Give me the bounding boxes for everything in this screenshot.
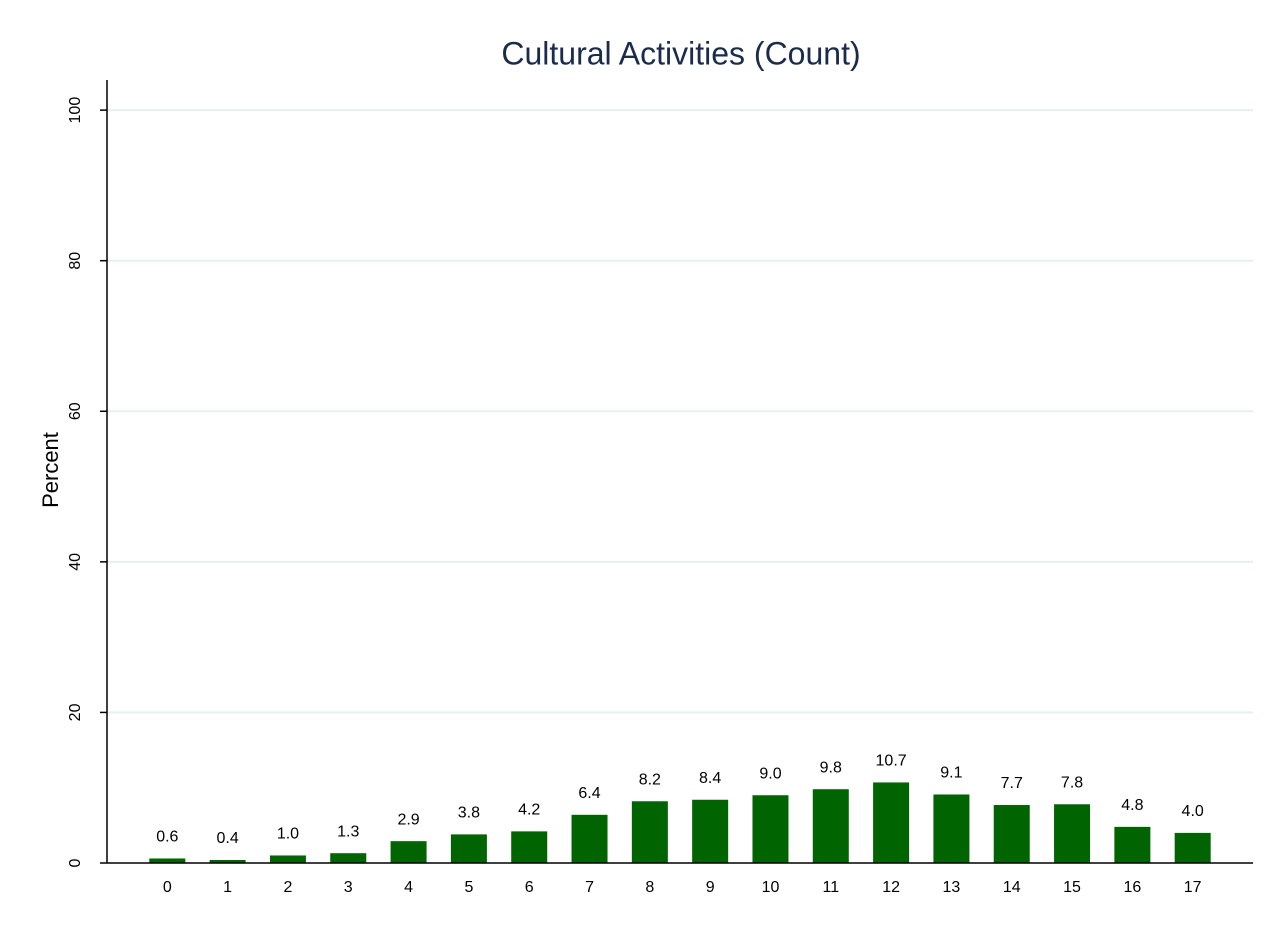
value-label: 7.8 bbox=[1061, 774, 1083, 791]
x-tick-label: 0 bbox=[163, 879, 172, 896]
x-tick-label: 13 bbox=[943, 879, 961, 896]
value-label: 9.1 bbox=[940, 765, 962, 782]
x-tick-label: 11 bbox=[822, 879, 839, 896]
x-tick-label: 12 bbox=[882, 879, 900, 896]
x-tick-label: 10 bbox=[762, 879, 780, 896]
bar bbox=[571, 814, 608, 863]
x-tick-label: 5 bbox=[464, 879, 473, 896]
bar bbox=[993, 805, 1030, 863]
x-tick-label: 3 bbox=[344, 879, 353, 896]
x-tick-label: 4 bbox=[404, 879, 413, 896]
bar bbox=[1114, 826, 1151, 863]
bar bbox=[873, 782, 910, 863]
bar bbox=[752, 795, 789, 863]
y-axis-title: Percent bbox=[38, 432, 63, 508]
value-label: 8.2 bbox=[639, 771, 661, 788]
value-label: 4.8 bbox=[1121, 797, 1143, 814]
value-label: 10.7 bbox=[876, 753, 907, 770]
x-tick-label: 6 bbox=[525, 879, 534, 896]
x-tick-label: 16 bbox=[1123, 879, 1141, 896]
x-tick-label: 7 bbox=[585, 879, 594, 896]
x-tick-label: 8 bbox=[645, 879, 654, 896]
y-tick-label: 0 bbox=[67, 858, 84, 867]
y-tick-label: 100 bbox=[67, 97, 84, 124]
bar bbox=[450, 834, 487, 863]
value-label: 4.2 bbox=[518, 802, 540, 819]
x-tick-label: 2 bbox=[283, 879, 292, 896]
bar bbox=[330, 853, 367, 863]
value-label: 1.3 bbox=[337, 823, 359, 840]
x-tick-label: 17 bbox=[1184, 879, 1202, 896]
y-tick-label: 60 bbox=[67, 402, 84, 420]
y-tick-label: 20 bbox=[67, 703, 84, 721]
bar bbox=[1174, 832, 1211, 863]
bar bbox=[511, 831, 548, 863]
value-label: 0.6 bbox=[156, 829, 178, 846]
x-tick-label: 9 bbox=[706, 879, 715, 896]
bar bbox=[1054, 804, 1091, 863]
value-label: 9.8 bbox=[820, 759, 842, 776]
bar bbox=[269, 855, 306, 863]
value-label: 3.8 bbox=[458, 805, 480, 822]
bar bbox=[149, 858, 186, 863]
x-tick-label: 14 bbox=[1003, 879, 1021, 896]
bar bbox=[631, 801, 668, 863]
x-tick-label: 15 bbox=[1063, 879, 1081, 896]
value-label: 7.7 bbox=[1001, 775, 1023, 792]
bar bbox=[933, 794, 970, 863]
y-tick-label: 80 bbox=[67, 252, 84, 270]
bar bbox=[390, 841, 427, 863]
bar bbox=[812, 789, 849, 863]
value-label: 1.0 bbox=[277, 826, 299, 843]
bar bbox=[209, 859, 246, 863]
value-label: 4.0 bbox=[1182, 803, 1204, 820]
chart-title: Cultural Activities (Count) bbox=[501, 35, 860, 71]
value-label: 2.9 bbox=[397, 811, 419, 828]
value-label: 9.0 bbox=[759, 765, 781, 782]
value-label: 0.4 bbox=[217, 830, 239, 847]
bar bbox=[692, 799, 729, 863]
y-tick-label: 40 bbox=[67, 553, 84, 571]
x-tick-label: 1 bbox=[223, 879, 232, 896]
value-label: 8.4 bbox=[699, 770, 721, 787]
value-label: 6.4 bbox=[578, 785, 600, 802]
